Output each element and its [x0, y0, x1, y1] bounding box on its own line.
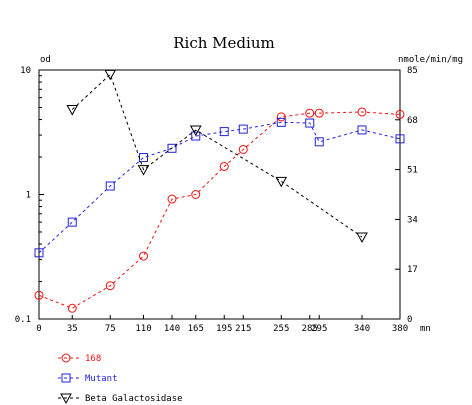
right-tick-label: 34	[407, 215, 418, 225]
x-tick-label: 255	[273, 324, 289, 334]
data-point	[219, 161, 229, 171]
x-tick-label: 195	[216, 324, 232, 334]
data-point	[357, 125, 367, 135]
x-tick-label: 295	[311, 324, 327, 334]
x-tick-label: 0	[36, 324, 41, 334]
chart-title: Rich Medium	[173, 34, 274, 52]
legend-item: Mutant	[58, 373, 118, 384]
right-tick-label: 85	[407, 66, 418, 76]
data-point	[276, 117, 286, 127]
data-point	[67, 217, 77, 227]
series-1	[34, 117, 405, 258]
data-point	[139, 153, 148, 163]
right-tick-label: 0	[407, 315, 412, 325]
series-0	[34, 107, 405, 313]
data-point	[356, 232, 368, 244]
right-tick-label: 17	[407, 265, 418, 275]
data-point	[66, 105, 79, 116]
legend-marker	[60, 393, 72, 405]
legend-label: Beta Galactosidase	[85, 394, 183, 404]
data-point	[67, 303, 77, 313]
x-tick-label: 380	[392, 324, 408, 334]
data-point	[191, 131, 201, 141]
x-tick-label: 285	[302, 324, 318, 334]
data-point	[189, 125, 202, 137]
data-point	[395, 109, 405, 119]
left-tick-label: 1	[26, 191, 31, 201]
data-point	[105, 281, 115, 291]
data-point	[238, 124, 248, 134]
data-point	[105, 181, 115, 191]
left-tick-label: 10	[20, 66, 31, 76]
data-point	[219, 127, 229, 137]
data-point	[395, 134, 405, 144]
data-point	[238, 144, 248, 154]
data-point	[276, 112, 286, 122]
legend-label: Mutant	[85, 374, 118, 384]
data-point	[167, 143, 177, 153]
left-axis-label: od	[40, 55, 51, 65]
series-line	[71, 73, 363, 238]
legend-label: 168	[85, 354, 101, 364]
series-line	[38, 111, 401, 309]
series-2	[66, 69, 368, 244]
series-layer	[34, 69, 405, 313]
legend-marker	[61, 373, 71, 383]
data-point	[275, 176, 288, 188]
data-point	[357, 107, 367, 117]
legend-item: 168	[58, 353, 101, 364]
x-tick-label: 165	[188, 324, 204, 334]
x-tick-label: 340	[354, 324, 370, 334]
data-point	[305, 118, 315, 128]
x-axis-unit: mn	[420, 324, 431, 334]
x-tick-label: 35	[67, 324, 78, 334]
x-tick-label: 110	[135, 324, 151, 334]
x-tick-label: 75	[105, 324, 116, 334]
data-point	[34, 248, 44, 258]
data-point	[137, 165, 150, 176]
left-tick-label: 0.1	[15, 315, 31, 325]
data-point	[305, 108, 315, 118]
right-axis: 0 17 34 51 68 85	[395, 66, 418, 325]
legend-marker	[61, 353, 71, 363]
legend-item: Beta Galactosidase	[58, 393, 183, 405]
data-point	[167, 194, 177, 204]
data-point	[34, 290, 44, 300]
legend: 168 Mutant Beta Galactosidase	[58, 353, 183, 405]
data-point	[104, 69, 117, 81]
data-point	[191, 190, 201, 199]
right-tick-label: 51	[407, 166, 418, 176]
data-point	[139, 251, 148, 261]
data-point	[314, 108, 324, 118]
right-axis-label: nmole/min/mg	[398, 55, 463, 65]
x-tick-label: 140	[164, 324, 180, 334]
data-point	[314, 137, 324, 147]
plot-frame	[38, 69, 401, 320]
right-tick-label: 68	[407, 116, 418, 126]
x-tick-label: 215	[235, 324, 251, 334]
series-line	[38, 121, 401, 254]
left-axis: 0.1 1 10	[15, 66, 44, 325]
